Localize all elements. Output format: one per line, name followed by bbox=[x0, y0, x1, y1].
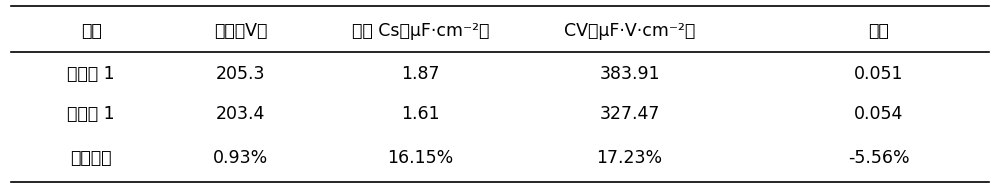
Text: 实施例 1: 实施例 1 bbox=[67, 65, 115, 83]
Text: 耐压（V）: 耐压（V） bbox=[214, 21, 267, 40]
Text: 1.87: 1.87 bbox=[401, 65, 439, 83]
Text: 0.051: 0.051 bbox=[854, 65, 904, 83]
Text: 17.23%: 17.23% bbox=[597, 149, 663, 167]
Text: 对比例 1: 对比例 1 bbox=[67, 105, 115, 123]
Text: 样品: 样品 bbox=[81, 21, 102, 40]
Text: 383.91: 383.91 bbox=[599, 65, 660, 83]
Text: 205.3: 205.3 bbox=[216, 65, 265, 83]
Text: 比容 Cs（μF·cm⁻²）: 比容 Cs（μF·cm⁻²） bbox=[352, 21, 489, 40]
Text: 0.93%: 0.93% bbox=[213, 149, 268, 167]
Text: 损耗: 损耗 bbox=[869, 21, 889, 40]
Text: CV（μF·V·cm⁻²）: CV（μF·V·cm⁻²） bbox=[564, 21, 695, 40]
Text: 1.61: 1.61 bbox=[401, 105, 440, 123]
Text: 16.15%: 16.15% bbox=[387, 149, 453, 167]
Text: 203.4: 203.4 bbox=[216, 105, 265, 123]
Text: 0.054: 0.054 bbox=[854, 105, 904, 123]
Text: -5.56%: -5.56% bbox=[848, 149, 910, 167]
Text: 327.47: 327.47 bbox=[599, 105, 660, 123]
Text: 相对变化: 相对变化 bbox=[70, 149, 112, 167]
